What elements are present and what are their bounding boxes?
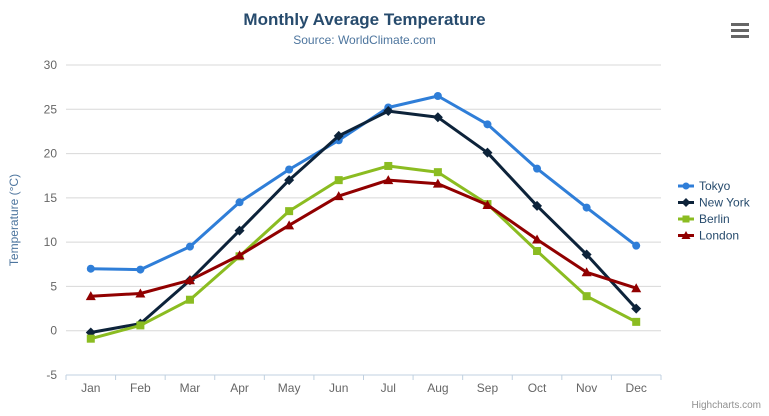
data-point[interactable] [334,176,343,185]
legend-symbol-diamond[interactable] [681,198,691,207]
data-point[interactable] [483,120,492,129]
hamburger-icon [731,22,749,38]
x-axis-label: Feb [130,381,151,395]
y-axis-title: Temperature (°C) [7,174,21,266]
x-axis-label: Dec [626,381,647,395]
x-axis-label: Jul [381,381,396,395]
data-point[interactable] [432,178,443,188]
series-line-berlin[interactable] [89,164,638,341]
series-london[interactable] [85,175,642,301]
legend-symbol-triangle[interactable] [681,231,691,239]
legend-label: Berlin [699,212,730,226]
data-point[interactable] [284,175,295,186]
context-menu-button[interactable] [728,20,752,40]
data-point[interactable] [185,295,194,304]
y-axis-label: -5 [46,368,57,382]
data-point[interactable] [533,164,542,173]
x-axis-label: Mar [180,381,201,395]
x-axis-label: Apr [230,381,249,395]
data-point[interactable] [86,264,95,273]
data-point[interactable] [482,199,493,209]
legend-label: Tokyo [699,179,731,193]
series-line-london[interactable] [89,178,638,298]
x-axis-label: Sep [477,381,499,395]
chart-subtitle: Source: WorldClimate.com [293,33,436,47]
data-point[interactable] [532,200,543,211]
data-point[interactable] [333,191,344,201]
legend-item-london[interactable]: London [678,229,739,243]
data-point[interactable] [581,267,592,277]
data-point[interactable] [136,265,145,274]
chart-title: Monthly Average Temperature [243,10,486,29]
x-axis-label: Jun [329,381,348,395]
y-axis-label: 25 [44,102,58,116]
legend-item-berlin[interactable]: Berlin [678,212,730,226]
legend-label: New York [699,196,751,210]
series-new-york[interactable] [85,106,642,338]
y-axis-label: 20 [44,147,58,161]
data-point[interactable] [284,220,295,230]
data-point[interactable] [235,198,244,207]
legend-symbol-circle[interactable] [682,182,690,190]
x-axis-label: Jan [81,381,100,395]
legend: Tokyo New York Berlin London [678,179,751,243]
x-axis-label: Nov [576,381,597,395]
data-point[interactable] [482,147,493,158]
data-point[interactable] [285,207,294,216]
series-line-new-york[interactable] [89,109,638,334]
data-point[interactable] [136,321,145,330]
x-axis-label: Oct [528,381,547,395]
data-point[interactable] [631,303,642,314]
data-point[interactable] [384,161,393,170]
data-point[interactable] [433,168,442,177]
data-point[interactable] [85,291,96,301]
data-point[interactable] [234,250,245,260]
y-axis-label: 15 [44,191,58,205]
data-point[interactable] [383,175,394,185]
data-point[interactable] [383,106,394,117]
credits-link[interactable]: Highcharts.com [691,400,761,411]
data-point[interactable] [631,283,642,293]
data-point[interactable] [285,165,294,174]
x-axis-label: Aug [427,381,448,395]
data-point[interactable] [333,130,344,141]
legend-label: London [699,229,739,243]
data-point[interactable] [532,234,543,244]
legend-item-new-york[interactable]: New York [678,196,751,210]
legend-item-tokyo[interactable]: Tokyo [678,179,731,193]
data-point[interactable] [533,247,542,255]
legend-symbol-square[interactable] [682,215,690,223]
series-tokyo[interactable] [86,92,641,274]
data-point[interactable] [433,92,442,100]
data-point[interactable] [632,241,641,250]
y-axis-label: 5 [50,279,57,293]
data-point[interactable] [185,242,194,251]
y-axis-label: 30 [44,58,58,72]
data-point[interactable] [582,292,591,301]
data-point[interactable] [632,317,641,326]
data-point[interactable] [184,275,195,285]
data-point[interactable] [581,249,592,260]
data-point[interactable] [432,112,443,123]
data-point[interactable] [86,334,95,343]
data-point[interactable] [135,288,146,298]
y-axis-label: 0 [50,324,57,338]
data-point[interactable] [234,225,245,236]
y-axis-label: 10 [44,235,58,249]
data-point[interactable] [582,203,591,212]
x-axis-label: May [278,381,301,395]
